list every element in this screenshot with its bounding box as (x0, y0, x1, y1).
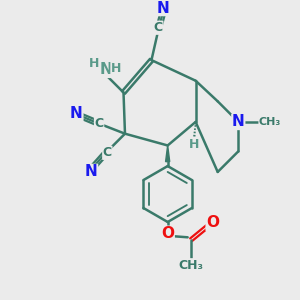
Text: N: N (232, 114, 245, 129)
Text: C: C (154, 21, 163, 34)
Text: N: N (100, 62, 112, 77)
Text: CH₃: CH₃ (259, 117, 281, 127)
Text: CH₃: CH₃ (179, 259, 204, 272)
Polygon shape (166, 146, 170, 162)
Text: N: N (85, 164, 98, 179)
Text: H: H (111, 62, 121, 75)
Text: N: N (157, 1, 169, 16)
Text: C: C (94, 117, 103, 130)
Text: H: H (89, 56, 99, 70)
Text: C: C (103, 146, 112, 159)
Text: O: O (206, 215, 219, 230)
Text: O: O (161, 226, 174, 241)
Text: H: H (188, 138, 199, 151)
Text: N: N (70, 106, 83, 121)
